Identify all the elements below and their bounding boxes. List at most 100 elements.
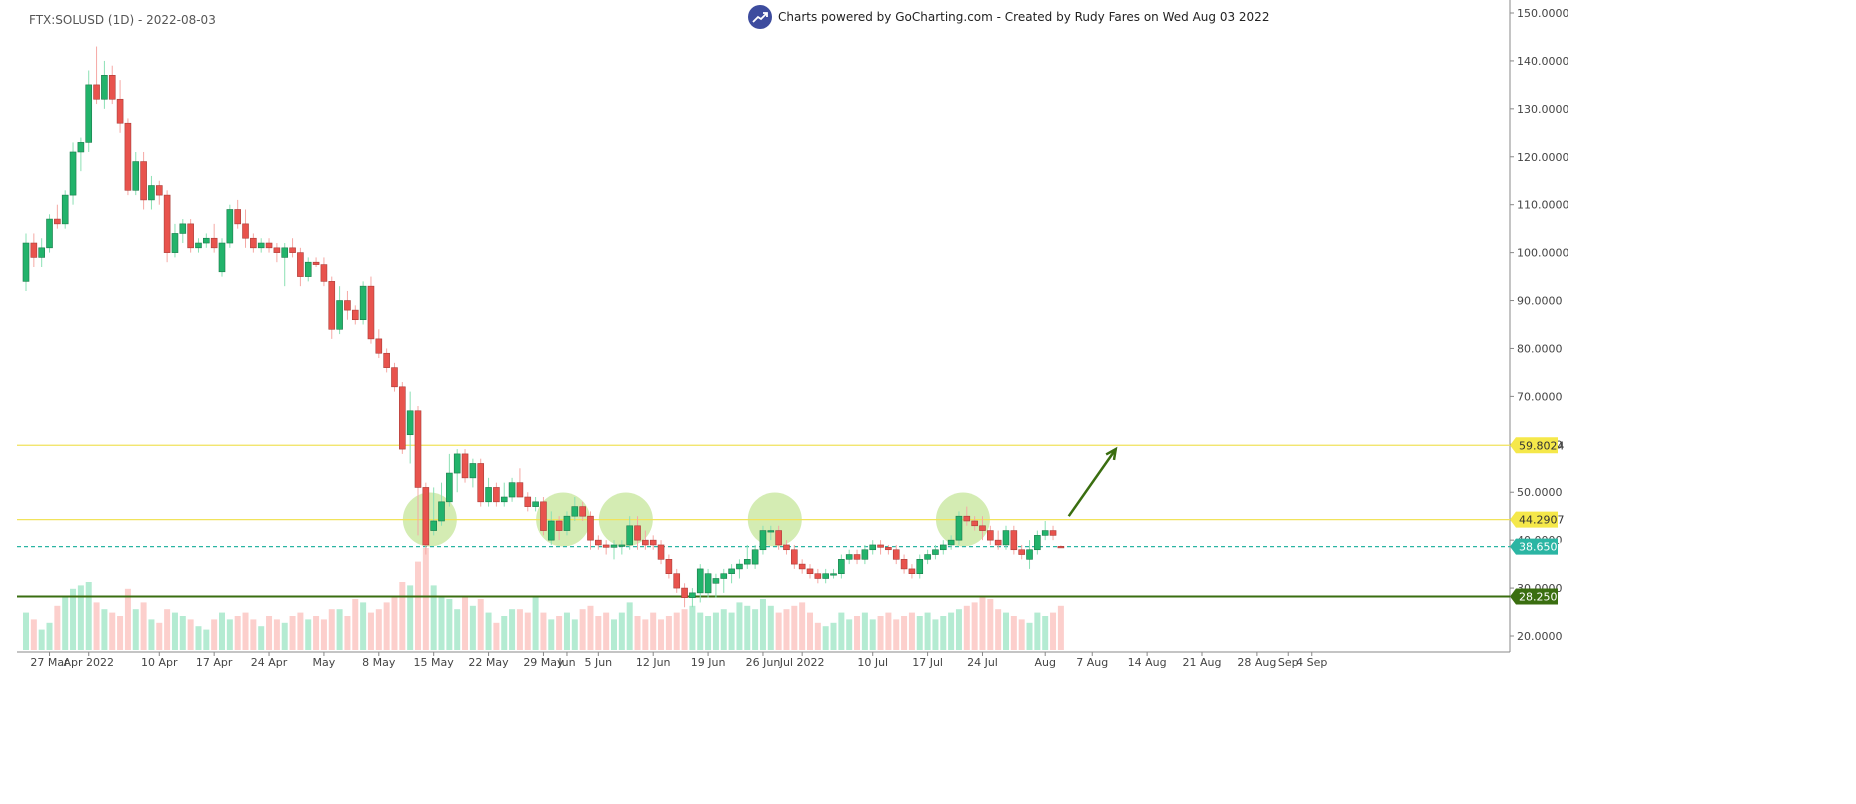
candle-body[interactable] xyxy=(320,264,328,282)
candle-body[interactable] xyxy=(1010,530,1018,551)
candle-body[interactable] xyxy=(383,352,390,368)
candle-body[interactable] xyxy=(344,300,351,311)
candle-body[interactable] xyxy=(304,261,312,277)
candle-body[interactable] xyxy=(195,242,202,249)
candle-body[interactable] xyxy=(728,568,735,575)
candle-body[interactable] xyxy=(681,587,688,598)
candle-body[interactable] xyxy=(532,501,539,507)
candle-body[interactable] xyxy=(767,530,775,533)
candle-body[interactable] xyxy=(892,549,900,560)
candle-body[interactable] xyxy=(257,242,265,249)
candle-body[interactable] xyxy=(281,247,289,258)
candle-body[interactable] xyxy=(814,573,822,579)
candle-body[interactable] xyxy=(359,285,367,321)
candle-body[interactable] xyxy=(979,525,986,531)
candle-body[interactable] xyxy=(838,559,845,574)
candle-body[interactable] xyxy=(955,515,963,541)
candle-body[interactable] xyxy=(422,487,430,546)
candle-body[interactable] xyxy=(595,539,602,546)
candle-body[interactable] xyxy=(712,578,720,584)
candle-body[interactable] xyxy=(1026,549,1033,560)
candle-body[interactable] xyxy=(218,242,226,273)
candle-body[interactable] xyxy=(547,520,555,541)
price-chart[interactable]: 150.0000 140.0000 130.0000 120.0000 110.0000… xyxy=(0,0,1568,684)
candle-body[interactable] xyxy=(85,84,93,143)
candle-body[interactable] xyxy=(446,472,453,503)
candle-body[interactable] xyxy=(469,463,477,479)
candle-body[interactable] xyxy=(1049,530,1057,536)
candle-body[interactable] xyxy=(132,161,140,191)
candle-body[interactable] xyxy=(93,84,100,100)
candle-body[interactable] xyxy=(736,563,743,570)
candle-body[interactable] xyxy=(1002,530,1010,546)
candle-body[interactable] xyxy=(798,563,806,570)
candle-body[interactable] xyxy=(885,547,892,551)
candle-body[interactable] xyxy=(430,520,437,531)
candle-body[interactable] xyxy=(916,559,924,574)
candle-body[interactable] xyxy=(587,515,594,541)
candle-body[interactable] xyxy=(54,218,61,225)
candle-body[interactable] xyxy=(791,549,798,565)
candle-body[interactable] xyxy=(861,549,869,560)
candle-body[interactable] xyxy=(932,549,939,555)
candle-body[interactable] xyxy=(273,247,281,253)
candle-body[interactable] xyxy=(61,194,69,225)
candle-body[interactable] xyxy=(563,515,571,531)
candle-body[interactable] xyxy=(783,544,790,551)
candle-body[interactable] xyxy=(375,338,383,354)
candle-body[interactable] xyxy=(830,573,837,576)
candle-body[interactable] xyxy=(1041,530,1049,536)
candle-body[interactable] xyxy=(116,98,124,124)
candle-body[interactable] xyxy=(1018,549,1025,555)
candle-body[interactable] xyxy=(845,554,853,560)
candle-body[interactable] xyxy=(453,453,461,474)
candle-body[interactable] xyxy=(461,453,469,479)
candle-body[interactable] xyxy=(657,544,665,560)
candle-body[interactable] xyxy=(336,300,343,330)
candle-body[interactable] xyxy=(610,544,618,548)
candle-body[interactable] xyxy=(289,247,296,253)
candle-body[interactable] xyxy=(696,568,704,594)
candle-body[interactable] xyxy=(571,506,579,517)
candle-body[interactable] xyxy=(265,242,273,249)
candle-body[interactable] xyxy=(485,487,492,503)
credit-banner[interactable]: Charts powered by GoCharting.com - Creat… xyxy=(748,5,1269,29)
candle-body[interactable] xyxy=(853,554,861,560)
candle-body[interactable] xyxy=(579,506,586,517)
candle-body[interactable] xyxy=(665,559,673,574)
candle-body[interactable] xyxy=(877,544,884,548)
candle-body[interactable] xyxy=(508,482,516,498)
candle-body[interactable] xyxy=(869,544,877,551)
candle-body[interactable] xyxy=(406,410,414,436)
candle-body[interactable] xyxy=(367,285,375,340)
candle-body[interactable] xyxy=(634,525,641,541)
candle-body[interactable] xyxy=(618,544,626,547)
candle-body[interactable] xyxy=(540,501,547,531)
candle-body[interactable] xyxy=(328,281,336,330)
candle-body[interactable] xyxy=(234,209,241,225)
candle-body[interactable] xyxy=(414,410,422,488)
candle-body[interactable] xyxy=(124,122,132,191)
candle-body[interactable] xyxy=(297,252,304,277)
candle-body[interactable] xyxy=(963,515,971,522)
candle-body[interactable] xyxy=(477,463,485,503)
candle-body[interactable] xyxy=(720,573,728,579)
candle-body[interactable] xyxy=(391,367,398,388)
candle-body[interactable] xyxy=(108,75,116,100)
candle-body[interactable] xyxy=(822,573,829,579)
candle-body[interactable] xyxy=(242,223,249,239)
candle-body[interactable] xyxy=(987,530,994,541)
candle-body[interactable] xyxy=(516,482,524,498)
candle-body[interactable] xyxy=(642,539,649,546)
candle-body[interactable] xyxy=(163,194,171,253)
candle-body[interactable] xyxy=(38,247,45,258)
candle-body[interactable] xyxy=(994,539,1002,546)
candle-body[interactable] xyxy=(775,530,782,546)
candle-body[interactable] xyxy=(555,520,563,531)
candle-body[interactable] xyxy=(171,233,179,253)
candle-body[interactable] xyxy=(649,539,657,546)
candle-body[interactable] xyxy=(210,237,218,249)
candle-body[interactable] xyxy=(30,242,38,258)
candle-body[interactable] xyxy=(743,559,751,565)
candle-body[interactable] xyxy=(493,487,500,503)
